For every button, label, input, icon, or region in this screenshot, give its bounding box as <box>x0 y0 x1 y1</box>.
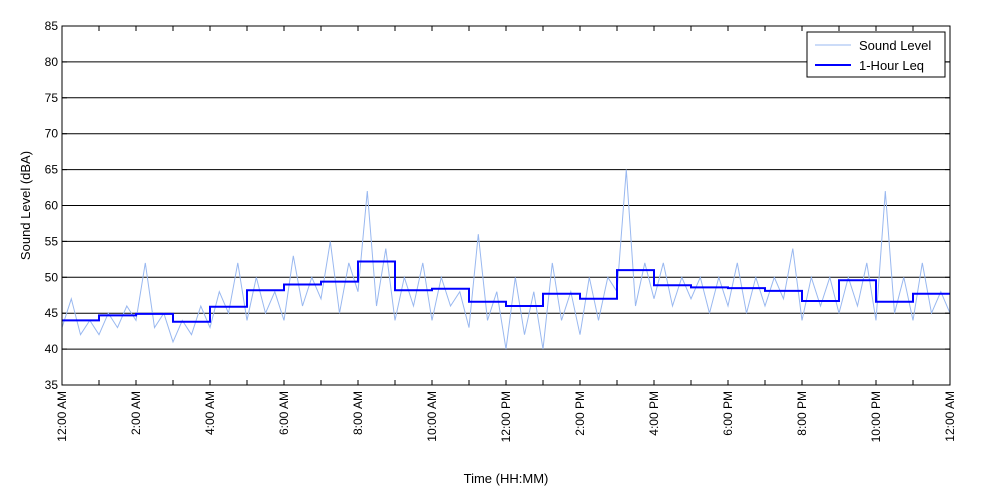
x-tick-label: 2:00 AM <box>129 391 143 435</box>
sound-level-series <box>61 169 951 350</box>
y-tick-label: 75 <box>45 91 59 105</box>
x-axis-label: Time (HH:MM) <box>464 471 549 486</box>
x-tick-label: 6:00 AM <box>277 391 291 435</box>
y-tick-label: 45 <box>45 306 59 320</box>
x-tick-label: 12:00 PM <box>499 391 513 442</box>
x-tick-label: 10:00 PM <box>869 391 883 442</box>
leq-step-line <box>62 260 950 323</box>
y-tick-label: 80 <box>45 55 59 69</box>
plot-area-frame <box>61 25 951 386</box>
legend-label-leq: 1-Hour Leq <box>859 58 924 73</box>
x-tick-label: 8:00 PM <box>795 391 809 436</box>
y-tick-label: 40 <box>45 342 59 356</box>
y-tick-label: 60 <box>45 199 59 213</box>
y-tick-label: 55 <box>45 234 59 248</box>
leq-series <box>62 260 950 323</box>
x-ticks: 12:00 AM 2:00 AM 4:00 AM 6:00 AM 8:00 AM 10:0… <box>55 26 957 442</box>
x-tick-label: 6:00 PM <box>721 391 735 436</box>
y-ticks: 35 40 45 50 55 60 65 70 75 80 85 <box>45 19 950 392</box>
x-tick-label: 4:00 PM <box>647 391 661 436</box>
x-tick-label: 2:00 PM <box>573 391 587 436</box>
x-tick-label: 12:00 AM <box>55 391 69 442</box>
y-axis-label: Sound Level (dBA) <box>18 151 33 260</box>
legend: Sound Level 1-Hour Leq <box>806 31 946 78</box>
x-tick-label: 10:00 AM <box>425 391 439 442</box>
y-tick-label: 65 <box>45 163 59 177</box>
y-tick-label: 50 <box>45 270 59 284</box>
x-tick-label: 8:00 AM <box>351 391 365 435</box>
legend-box <box>806 31 946 78</box>
y-tick-label: 70 <box>45 127 59 141</box>
x-tick-label: 4:00 AM <box>203 391 217 435</box>
legend-label-sound-level: Sound Level <box>859 38 931 53</box>
sound-level-line <box>61 169 951 350</box>
x-tick-label: 12:00 AM <box>943 391 957 442</box>
y-tick-label: 85 <box>45 19 59 33</box>
y-tick-label: 35 <box>45 378 59 392</box>
